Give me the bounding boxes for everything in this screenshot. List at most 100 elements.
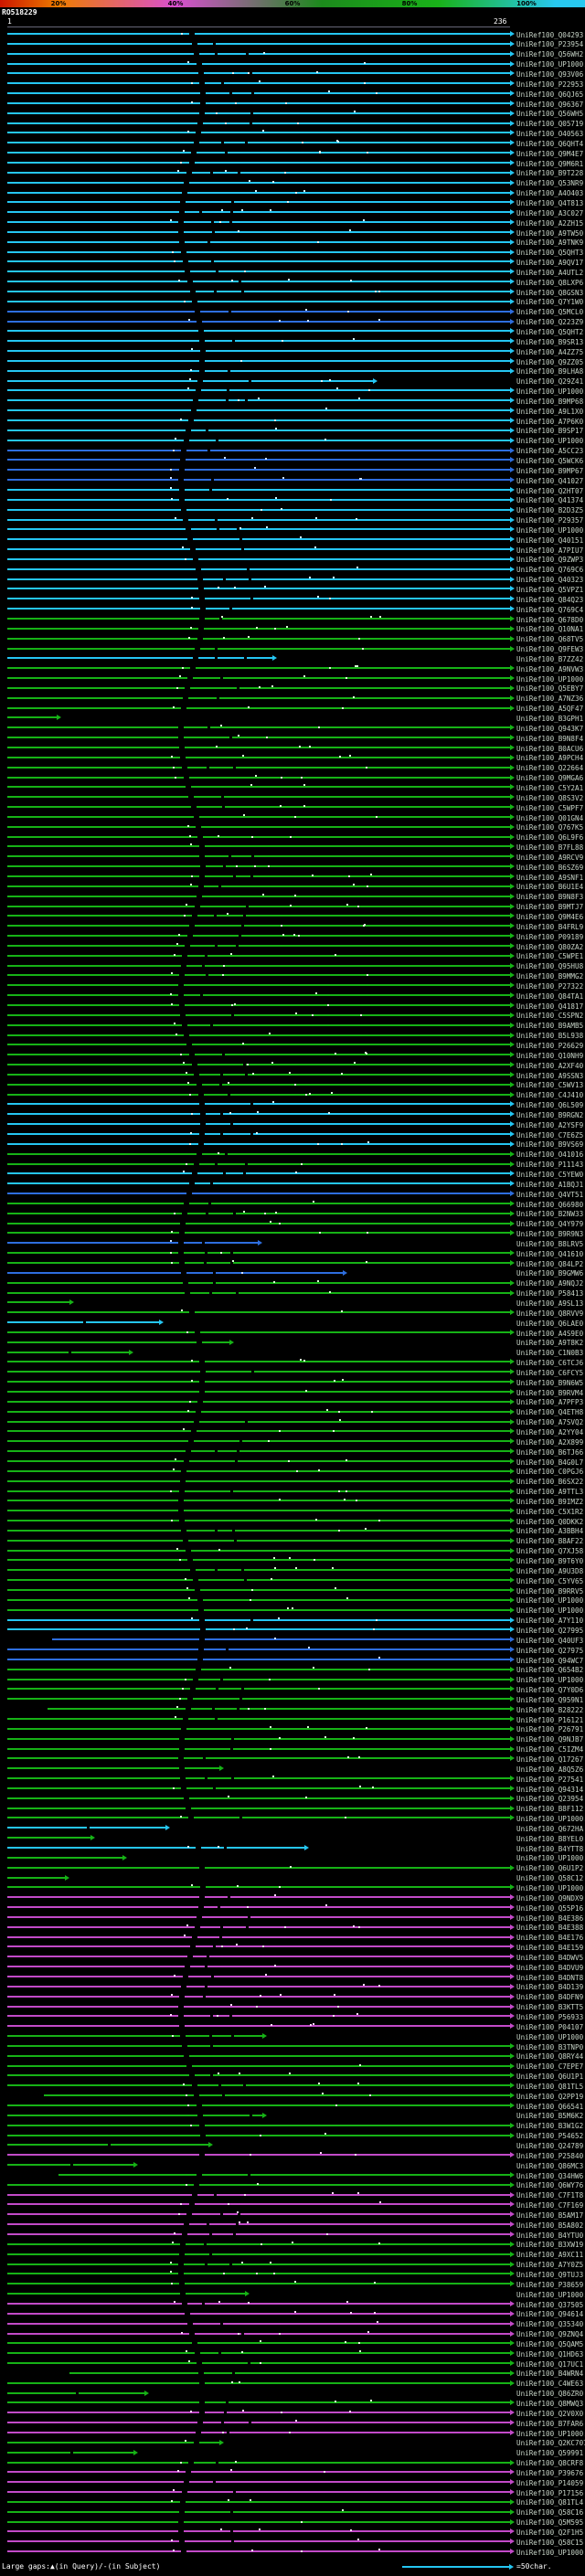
hit-label[interactable]: UniRef100_P38659 [516,2280,584,2289]
hit-label[interactable]: UniRef100_Q56WH5 [516,110,584,119]
alignment-bar[interactable] [7,1123,510,1126]
hit-label[interactable]: UniRef100_Q40323 [516,576,584,585]
alignment-bar[interactable] [7,340,510,343]
hit-label[interactable]: UniRef100_Q58C15 [516,2538,584,2547]
hit-label[interactable]: UniRef100_C5YV65 [516,1576,584,1585]
hit-label[interactable]: UniRef100_C7F169 [516,2201,584,2210]
hit-label[interactable]: UniRef100_Q4T813 [516,198,584,207]
alignment-bar[interactable] [7,1469,510,1472]
alignment-bar[interactable] [7,1747,510,1750]
hit-label[interactable]: UniRef100_Q9ZZ05 [516,357,584,366]
alignment-bar[interactable] [7,825,510,828]
hit-label[interactable]: UniRef100_Q654B2 [516,1666,584,1675]
alignment-bar[interactable] [7,1529,510,1532]
alignment-bar[interactable] [7,111,510,114]
alignment-bar[interactable] [7,2183,510,2186]
hit-label[interactable]: UniRef100_Q5WCK6 [516,457,584,465]
hit-label[interactable]: UniRef100_Q8GSN3 [516,288,584,297]
alignment-bar[interactable] [7,2520,510,2523]
alignment-bar[interactable] [7,1628,510,1631]
hit-label[interactable]: UniRef100_A4S9E0 [516,1329,584,1338]
alignment-bar[interactable] [7,776,510,779]
alignment-bar[interactable] [7,2283,510,2285]
hit-label[interactable]: UniRef100_A9XC11 [516,2251,584,2260]
hit-label[interactable]: UniRef100_Q2KC707 [516,2439,585,2448]
hit-label[interactable]: UniRef100_UP1000... [516,2429,585,2438]
alignment-bar[interactable] [7,2064,510,2067]
alignment-bar[interactable] [7,2203,510,2206]
alignment-bar[interactable] [7,1797,510,1799]
alignment-bar[interactable] [7,1142,510,1145]
hit-label[interactable]: UniRef100_A9U3D8 [516,1566,584,1575]
hit-label[interactable]: UniRef100_B28222 [516,1705,584,1714]
alignment-bar[interactable] [7,2312,510,2315]
hit-label[interactable]: UniRef100_Q93V06 [516,69,584,79]
hit-label[interactable]: UniRef100_P26629 [516,1041,584,1050]
hit-label[interactable]: UniRef100_B5AM17 [516,2210,584,2220]
hit-label[interactable]: UniRef100_Q8S3V2 [516,793,584,802]
hit-label[interactable]: UniRef100_Q6LAE0 [516,1319,584,1328]
hit-label[interactable]: UniRef100_B0ACU6 [516,744,584,753]
alignment-bar[interactable] [7,449,510,451]
alignment-bar[interactable] [7,627,510,630]
hit-label[interactable]: UniRef100_Q6QJ65 [516,90,584,99]
hit-label[interactable]: UniRef100_A9TNK9 [516,239,584,248]
alignment-bar[interactable] [52,1638,510,1641]
alignment-bar[interactable] [7,2352,510,2355]
alignment-bar[interactable] [7,1391,510,1394]
alignment-bar[interactable] [7,72,510,75]
hit-label[interactable]: UniRef100_Q04293 [516,30,584,39]
alignment-bar[interactable] [7,2441,219,2443]
alignment-bar[interactable] [7,518,510,521]
alignment-bar[interactable] [7,498,510,501]
alignment-bar[interactable] [7,2124,510,2126]
alignment-bar[interactable] [7,935,510,938]
hit-label[interactable]: UniRef100_C7EPE7 [516,2062,584,2072]
hit-label[interactable]: UniRef100_UP1000... [516,2032,585,2041]
hit-label[interactable]: UniRef100_B6U1E4 [516,883,584,892]
alignment-bar[interactable] [7,2054,510,2057]
alignment-bar[interactable] [7,230,510,233]
alignment-bar[interactable] [7,1381,510,1383]
alignment-bar[interactable] [7,1935,510,1938]
alignment-bar[interactable] [7,171,510,174]
hit-label[interactable]: UniRef100_Q80ZA2 [516,942,584,951]
alignment-bar[interactable] [7,1013,510,1016]
alignment-bar[interactable] [7,2074,510,2077]
alignment-bar[interactable] [7,617,510,620]
hit-label[interactable]: UniRef100_A7SVQ2 [516,1418,584,1427]
hit-label[interactable]: UniRef100_A7NZ36 [516,694,584,704]
alignment-bar[interactable] [7,508,510,511]
alignment-bar[interactable] [7,270,510,273]
hit-label[interactable]: UniRef100_UP1000... [516,1854,585,1863]
hit-label[interactable]: UniRef100_C0PGJ6 [516,1468,584,1477]
hit-label[interactable]: UniRef100_A4ZZ75 [516,347,584,356]
hit-label[interactable]: UniRef100_UP1000... [516,2290,585,2299]
hit-label[interactable]: UniRef100_Q94314 [516,1785,584,1794]
hit-label[interactable]: UniRef100_O41016 [516,1150,584,1160]
alignment-bar[interactable] [7,1193,510,1195]
hit-label[interactable]: UniRef100_B3W1G2 [516,2122,584,2131]
hit-label[interactable]: UniRef100_B3KTT5 [516,2003,584,2012]
hit-label[interactable]: UniRef100_Q27995 [516,1626,584,1635]
alignment-bar[interactable] [7,1817,510,1819]
alignment-bar[interactable] [7,2044,510,2047]
hit-label[interactable]: UniRef100_B2NW33 [516,1210,584,1219]
hit-label[interactable]: UniRef100_B4WRN4 [516,2369,584,2379]
alignment-bar[interactable] [7,2431,510,2433]
alignment-bar[interactable] [7,1915,510,1918]
hit-label[interactable]: UniRef100_Q9NDX9 [516,1893,584,1903]
alignment-bar[interactable] [7,2500,510,2503]
hit-label[interactable]: UniRef100_Q96367 [516,100,584,109]
alignment-bar[interactable] [7,1459,510,1462]
alignment-bar[interactable] [7,1786,510,1789]
alignment-bar[interactable] [7,974,510,977]
hit-label[interactable]: UniRef100_P25840 [516,2151,584,2160]
hit-label[interactable]: UniRef100_P16121 [516,1715,584,1724]
hit-label[interactable]: UniRef100_Q81TL4 [516,2498,584,2507]
alignment-bar[interactable] [7,667,510,670]
alignment-bar[interactable] [7,1727,510,1730]
hit-label[interactable]: UniRef100_Q223Z9 [516,318,584,327]
alignment-bar[interactable] [7,835,510,838]
alignment-bar[interactable] [7,1182,510,1185]
